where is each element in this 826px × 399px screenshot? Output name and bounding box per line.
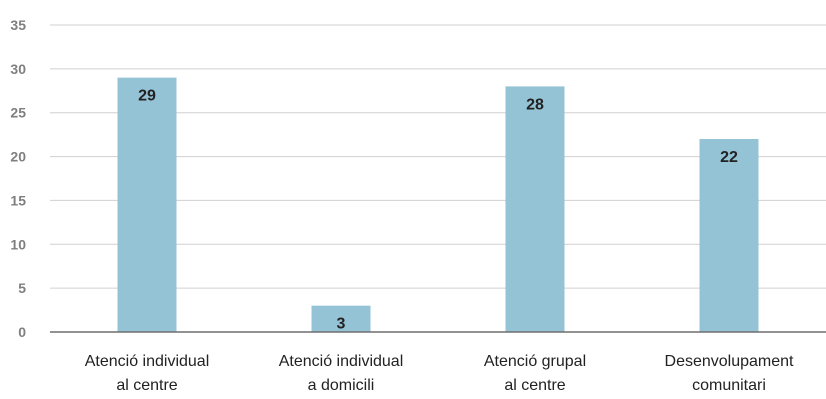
x-tick-label: Atenció individual al centre: [85, 353, 210, 394]
x-tick-label-line: Atenció individual: [279, 353, 404, 370]
bar: [311, 305, 371, 332]
bar: [117, 77, 177, 332]
gridlines: [50, 24, 826, 289]
data-label: 3: [337, 316, 346, 333]
data-label: 29: [138, 88, 156, 105]
x-tick-label-line: Atenció individual: [85, 353, 210, 370]
y-tick-label: 30: [10, 61, 26, 77]
y-tick-label: 10: [10, 236, 26, 252]
x-tick-label: Desenvolupament comunitari: [665, 353, 795, 394]
x-tick-label: Atenció individual a domicili: [279, 353, 404, 394]
y-tick-label: 0: [18, 324, 26, 340]
data-label: 22: [720, 149, 738, 166]
y-tick-label: 35: [10, 17, 26, 33]
x-tick-label-line: al centre: [504, 377, 565, 394]
y-tick-label: 5: [18, 280, 26, 296]
bar-series: [117, 77, 759, 333]
x-tick-label-line: a domicili: [308, 377, 375, 394]
x-tick-label: Atenció grupal al centre: [484, 353, 586, 394]
x-tick-label-line: Desenvolupament: [665, 353, 795, 370]
labels: 0 5 10 15 20 25 30 35 29 Atenció individual al cen…: [10, 17, 794, 394]
y-tick-label: 20: [10, 149, 26, 165]
y-tick-label: 25: [10, 105, 26, 121]
data-label: 28: [526, 96, 544, 113]
bar: [699, 139, 759, 332]
x-tick-label-line: Atenció grupal: [484, 353, 586, 370]
y-tick-label: 15: [10, 192, 26, 208]
x-tick-label-line: al centre: [116, 377, 177, 394]
bar: [505, 86, 565, 333]
x-tick-label-line: comunitari: [692, 377, 766, 394]
